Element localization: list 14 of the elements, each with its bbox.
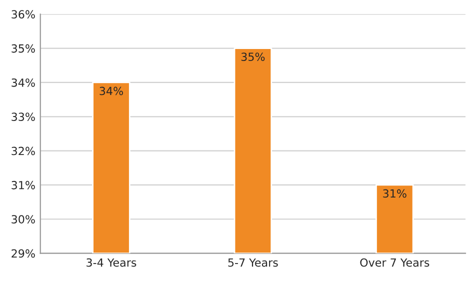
y-tick-label: 31% (12, 180, 35, 190)
y-tick-label: 36% (12, 10, 35, 19)
x-tick-label: 5-7 Years (228, 258, 278, 267)
y-tick-label: 35% (12, 44, 35, 53)
y-tick-label: 34% (12, 78, 35, 87)
data-label: 31% (383, 189, 406, 198)
data-label: 35% (241, 52, 265, 62)
x-tick-label: Over 7 Years (360, 258, 430, 267)
x-tick-label: 3-4 Years (86, 258, 136, 267)
y-tick-label: 33% (12, 112, 35, 122)
y-tick-label: 32% (12, 146, 35, 156)
y-tick-label: 30% (12, 215, 35, 224)
y-tick-label: 29% (12, 249, 35, 258)
data-label: 34% (100, 86, 123, 96)
